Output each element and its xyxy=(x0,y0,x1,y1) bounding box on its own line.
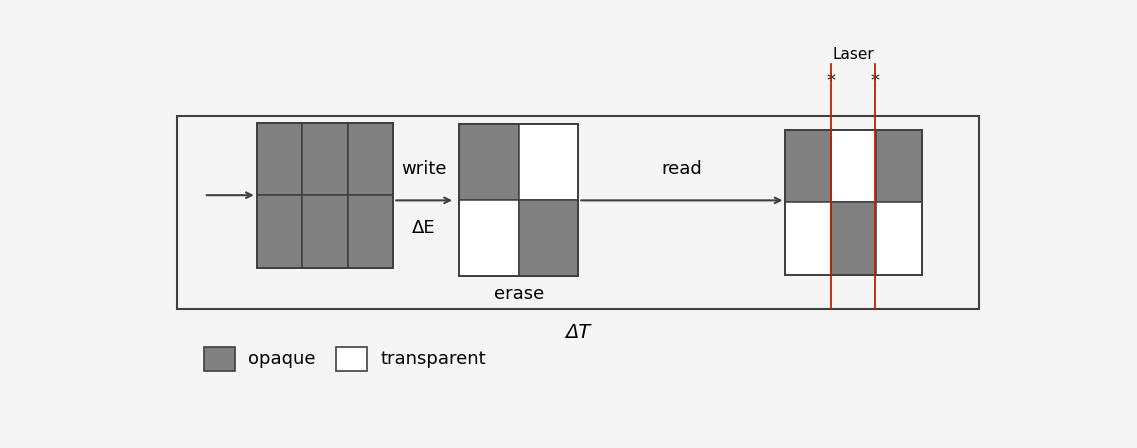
Bar xyxy=(302,123,348,195)
Bar xyxy=(831,129,877,202)
Bar xyxy=(518,200,579,276)
Bar xyxy=(257,123,393,267)
Bar xyxy=(177,116,979,309)
Text: Laser: Laser xyxy=(832,47,874,62)
Bar xyxy=(877,202,922,275)
Text: ΔE: ΔE xyxy=(413,220,435,237)
Bar xyxy=(459,125,518,200)
Text: transparent: transparent xyxy=(380,350,485,368)
Bar xyxy=(459,200,518,276)
Bar xyxy=(204,347,234,371)
Bar xyxy=(348,195,393,267)
Text: erase: erase xyxy=(495,285,545,303)
Text: ΔT: ΔT xyxy=(566,323,591,342)
Bar xyxy=(831,202,877,275)
Text: opaque: opaque xyxy=(248,350,315,368)
Bar xyxy=(257,123,302,195)
Bar xyxy=(459,125,579,276)
Bar xyxy=(877,129,922,202)
Bar xyxy=(337,347,367,371)
Bar xyxy=(786,202,831,275)
Text: write: write xyxy=(401,160,447,178)
Bar xyxy=(302,195,348,267)
Text: read: read xyxy=(662,160,703,178)
Bar xyxy=(786,129,831,202)
Bar xyxy=(348,123,393,195)
Bar xyxy=(786,129,922,275)
Bar xyxy=(518,125,579,200)
Bar xyxy=(257,195,302,267)
Text: *: * xyxy=(827,72,836,90)
Text: *: * xyxy=(871,72,880,90)
